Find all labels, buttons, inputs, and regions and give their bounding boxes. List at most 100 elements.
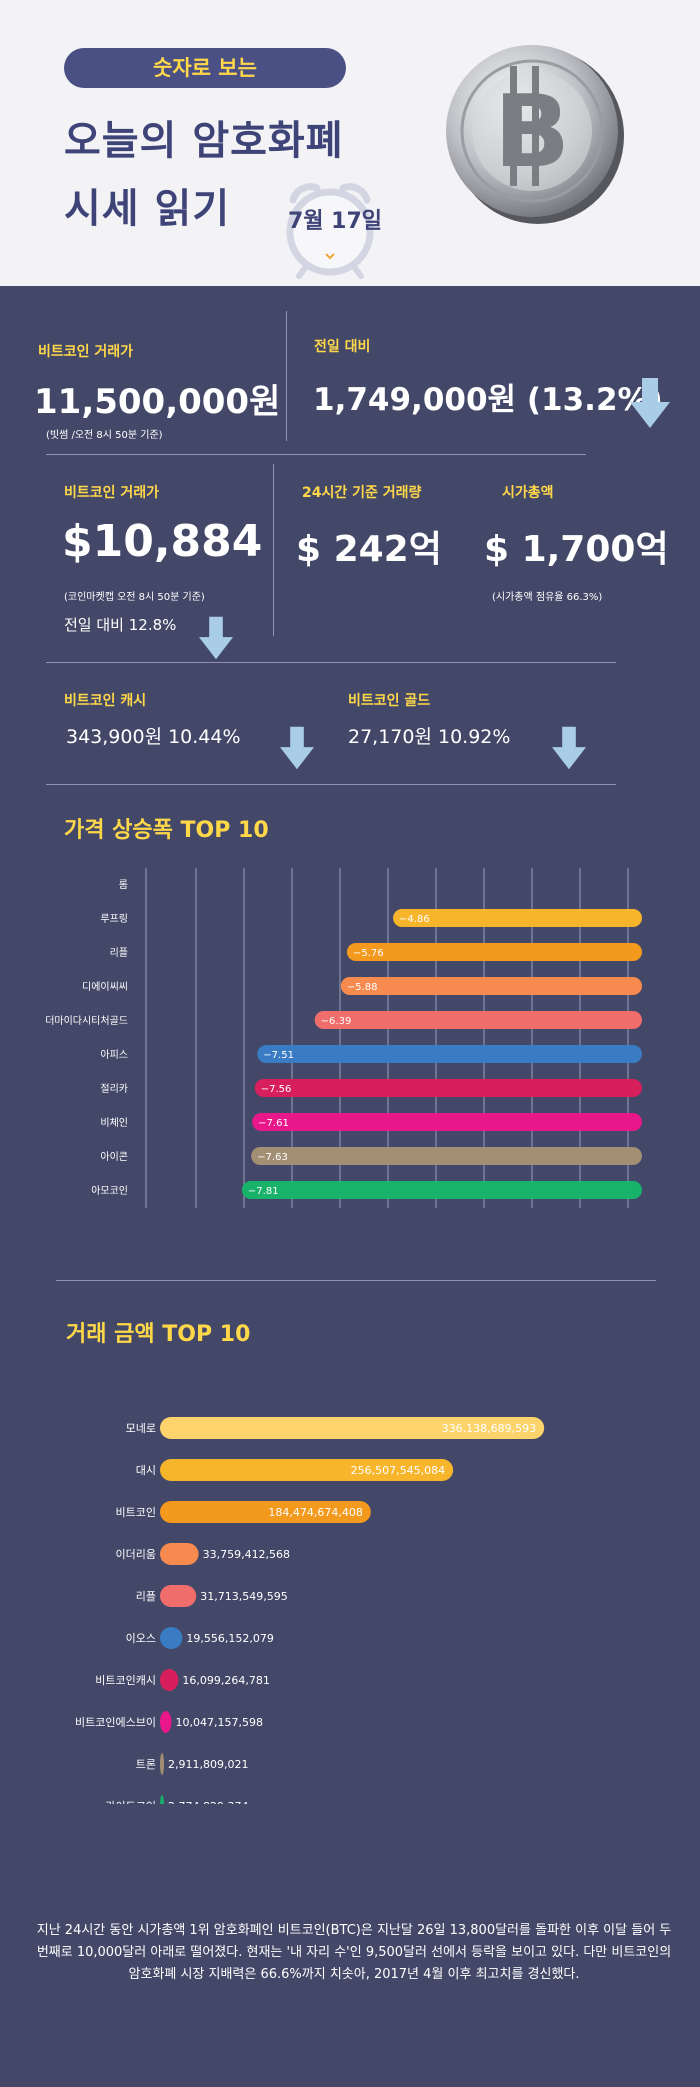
bar	[393, 909, 642, 927]
bch-value: 343,900원 10.44%	[66, 726, 241, 748]
category-label: 디에이씨씨	[82, 981, 128, 993]
data-label: 256,507,545,084	[351, 1464, 445, 1477]
market-cap-value: $ 1,700억	[484, 529, 669, 570]
data-label: −7.56	[261, 1084, 292, 1095]
data-label: 33,759,412,568	[203, 1548, 290, 1561]
category-label: 이오스	[126, 1632, 156, 1645]
bitcoin-coin-icon: B	[446, 45, 624, 224]
down-arrow-icon	[280, 726, 314, 770]
category-label: 절리카	[100, 1082, 128, 1095]
bar	[241, 1181, 642, 1199]
divider	[46, 784, 616, 785]
bar	[160, 1417, 545, 1439]
bch-label: 비트코인 캐시	[64, 693, 147, 709]
market-cap-label: 시가총액	[502, 485, 554, 501]
subtitle-pill: 숫자로 보는	[64, 48, 346, 88]
category-label: 아이콘	[100, 1151, 128, 1163]
divider	[286, 311, 287, 441]
data-label: 10,047,157,598	[175, 1716, 262, 1729]
bar	[251, 1147, 642, 1165]
divider	[56, 1280, 656, 1281]
category-label: 모네로	[126, 1422, 156, 1435]
bar	[160, 1669, 179, 1691]
prev-day-value: 1,749,000원 (13.2%)	[313, 382, 663, 418]
bar	[252, 1113, 642, 1131]
data-label: −7.63	[257, 1152, 288, 1163]
data-label: −7.61	[258, 1118, 289, 1129]
btc-krw-label: 비트코인 거래가	[38, 344, 134, 360]
bar	[314, 1011, 642, 1029]
alarm-clock-icon	[286, 183, 374, 279]
trade-volume-chart: 모네로 336,138,689,593 대시 256,507,545,084 비트코인 1…	[75, 1417, 545, 1804]
bar	[340, 977, 642, 995]
data-label: −5.88	[347, 982, 378, 993]
prev-day-label: 전일 대비	[314, 339, 371, 355]
bar	[160, 1627, 183, 1649]
data-label: 19,556,152,079	[186, 1632, 273, 1645]
bar	[346, 943, 642, 961]
bar	[160, 1543, 199, 1565]
data-label: 2,774,829,374	[168, 1800, 248, 1804]
data-label: 184,474,674,408	[268, 1506, 362, 1519]
summary-paragraph: 지난 24시간 동안 시가총액 1위 암호화폐인 비트코인(BTC)은 지난달 …	[36, 1923, 672, 1982]
data-label: −7.81	[248, 1186, 279, 1197]
chart2-title: 거래 금액 TOP 10	[66, 1322, 251, 1347]
down-arrow-icon	[199, 616, 233, 660]
btc-usd-change: 전일 대비 12.8%	[64, 616, 177, 634]
volume-label: 24시간 기준 거래량	[302, 485, 422, 501]
category-label: 트론	[136, 1758, 156, 1771]
category-label: 리플	[136, 1590, 156, 1603]
category-label: 비체인	[100, 1117, 128, 1129]
data-label: −6.39	[321, 1016, 352, 1027]
btg-label: 비트코인 골드	[348, 693, 431, 709]
stats-panel: 비트코인 거래가 11,500,000원 (빗썸 /오전 8시 50분 기준) …	[0, 286, 700, 2087]
bar	[160, 1585, 197, 1607]
volume-value: $ 242억	[296, 529, 442, 570]
data-label: −7.51	[263, 1050, 294, 1061]
divider	[46, 662, 616, 663]
category-label: 비트코인에스브이	[75, 1716, 156, 1729]
category-label: 아피스	[100, 1049, 128, 1061]
date-label: 7월 17일	[287, 209, 383, 234]
bar	[160, 1459, 454, 1481]
bar	[254, 1079, 642, 1097]
divider	[46, 454, 586, 455]
data-label: 336,138,689,593	[442, 1422, 536, 1435]
category-label: 아모코인	[91, 1185, 128, 1197]
category-label: 루프링	[100, 913, 128, 925]
bar	[160, 1753, 164, 1775]
category-label: 더마이다시티처골드	[45, 1015, 128, 1027]
data-label: −5.76	[353, 948, 384, 959]
category-label: 롬	[119, 879, 128, 891]
down-arrow-icon	[552, 726, 586, 770]
bar	[160, 1795, 164, 1804]
title-line-2: 시세 읽기	[64, 186, 231, 232]
category-label: 라이트코인	[105, 1800, 156, 1804]
btc-usd-note: (코인마켓캡 오전 8시 50분 기준)	[64, 592, 205, 603]
bar	[160, 1711, 172, 1733]
data-label: 2,911,809,021	[168, 1758, 248, 1771]
bar	[160, 1501, 371, 1523]
btc-krw-value: 11,500,000원	[34, 382, 281, 422]
btc-usd-value: $10,884	[62, 516, 263, 567]
data-label: 31,713,549,595	[200, 1590, 287, 1603]
down-arrow-icon	[630, 378, 670, 428]
chart1-title: 가격 상승폭 TOP 10	[64, 818, 269, 843]
category-label: 비트코인캐시	[95, 1674, 156, 1687]
title-line-1: 오늘의 암호화폐	[64, 118, 344, 164]
data-label: −4.86	[399, 914, 430, 925]
header: 숫자로 보는 오늘의 암호화폐 시세 읽기 7월 17일 B	[0, 0, 700, 286]
divider	[273, 464, 274, 636]
category-label: 이더리움	[116, 1548, 156, 1561]
category-label: 비트코인	[116, 1506, 156, 1519]
bar	[257, 1045, 642, 1063]
market-cap-note: (시가총액 점유율 66.3%)	[492, 592, 603, 603]
btc-krw-note: (빗썸 /오전 8시 50분 기준)	[46, 430, 163, 441]
category-label: 대시	[136, 1464, 156, 1477]
btc-usd-label: 비트코인 거래가	[64, 485, 160, 501]
btg-value: 27,170원 10.92%	[348, 726, 511, 748]
data-label: 16,099,264,781	[182, 1674, 269, 1687]
category-label: 리플	[110, 947, 128, 959]
